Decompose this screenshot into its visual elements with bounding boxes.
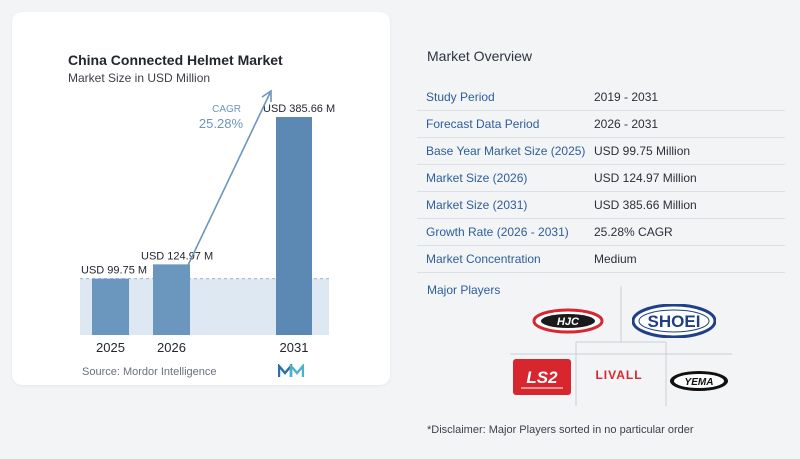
cagr-arrow bbox=[179, 92, 271, 283]
overview-value: 2026 - 2031 bbox=[594, 117, 659, 131]
overview-title: Market Overview bbox=[427, 48, 533, 64]
data-label-2026: USD 124.97 M bbox=[141, 250, 213, 262]
cagr-label: CAGR bbox=[212, 104, 241, 115]
market-size-bar-chart: USD 99.75 M 2025 USD 124.97 M 2026 USD 385.6… bbox=[80, 89, 335, 355]
x-tick-2025: 2025 bbox=[96, 340, 125, 355]
cagr-value: 25.28% bbox=[199, 116, 244, 131]
shoei-logo: SHOEI bbox=[632, 304, 716, 338]
overview-value: 2019 - 2031 bbox=[594, 90, 659, 104]
overview-value: Medium bbox=[594, 252, 637, 266]
overview-row-size-2031: Market Size (2031) USD 385.66 Million bbox=[417, 192, 785, 219]
hjc-logo: HJC bbox=[530, 306, 606, 336]
data-label-2031: USD 385.66 M bbox=[263, 103, 335, 115]
x-tick-2031: 2031 bbox=[280, 340, 309, 355]
disclaimer-text: *Disclaimer: Major Players sorted in no … bbox=[427, 424, 694, 436]
overview-row-base-year-size: Base Year Market Size (2025) USD 99.75 M… bbox=[417, 138, 785, 165]
bar-2025 bbox=[92, 278, 129, 335]
chart-title: China Connected Helmet Market bbox=[68, 52, 283, 68]
data-label-2025: USD 99.75 M bbox=[81, 265, 147, 277]
overview-label: Growth Rate (2026 - 2031) bbox=[426, 225, 569, 239]
ls2-logo: LS2 bbox=[512, 358, 572, 396]
overview-value: USD 124.97 Million bbox=[594, 171, 697, 185]
overview-value: USD 99.75 Million bbox=[594, 144, 691, 158]
overview-label: Forecast Data Period bbox=[426, 117, 540, 131]
overview-table: Study Period 2019 - 2031 Forecast Data P… bbox=[417, 84, 785, 273]
shoei-logo-text: SHOEI bbox=[648, 312, 701, 331]
x-tick-2026: 2026 bbox=[157, 340, 186, 355]
overview-row-size-2026: Market Size (2026) USD 124.97 Million bbox=[417, 165, 785, 192]
major-players-title: Major Players bbox=[427, 283, 501, 297]
overview-value: 25.28% CAGR bbox=[594, 225, 673, 239]
overview-label: Market Concentration bbox=[426, 252, 541, 266]
yema-logo-text: YEMA bbox=[685, 377, 714, 388]
overview-row-forecast-period: Forecast Data Period 2026 - 2031 bbox=[417, 111, 785, 138]
overview-label: Study Period bbox=[426, 90, 495, 104]
yema-logo: YEMA bbox=[668, 369, 730, 393]
source-text: Source: Mordor Intelligence bbox=[82, 366, 217, 378]
overview-label: Market Size (2031) bbox=[426, 198, 528, 212]
overview-row-growth-rate: Growth Rate (2026 - 2031) 25.28% CAGR bbox=[417, 219, 785, 246]
chart-subtitle: Market Size in USD Million bbox=[68, 71, 211, 85]
overview-row-study-period: Study Period 2019 - 2031 bbox=[417, 84, 785, 111]
players-grid-lines bbox=[510, 286, 732, 406]
overview-row-concentration: Market Concentration Medium bbox=[417, 246, 785, 273]
overview-label: Base Year Market Size (2025) bbox=[426, 144, 586, 158]
bar-2031 bbox=[276, 117, 312, 335]
hjc-logo-text: HJC bbox=[557, 316, 580, 328]
ls2-logo-text: LS2 bbox=[526, 368, 558, 387]
bar-2026 bbox=[153, 264, 190, 335]
livall-logo-text: LIVALL bbox=[595, 368, 643, 382]
overview-value: USD 385.66 Million bbox=[594, 198, 697, 212]
cagr-arrow-head bbox=[261, 89, 272, 102]
mordor-logo-icon bbox=[278, 364, 304, 377]
livall-logo: LIVALL bbox=[584, 362, 654, 388]
overview-label: Market Size (2026) bbox=[426, 171, 528, 185]
